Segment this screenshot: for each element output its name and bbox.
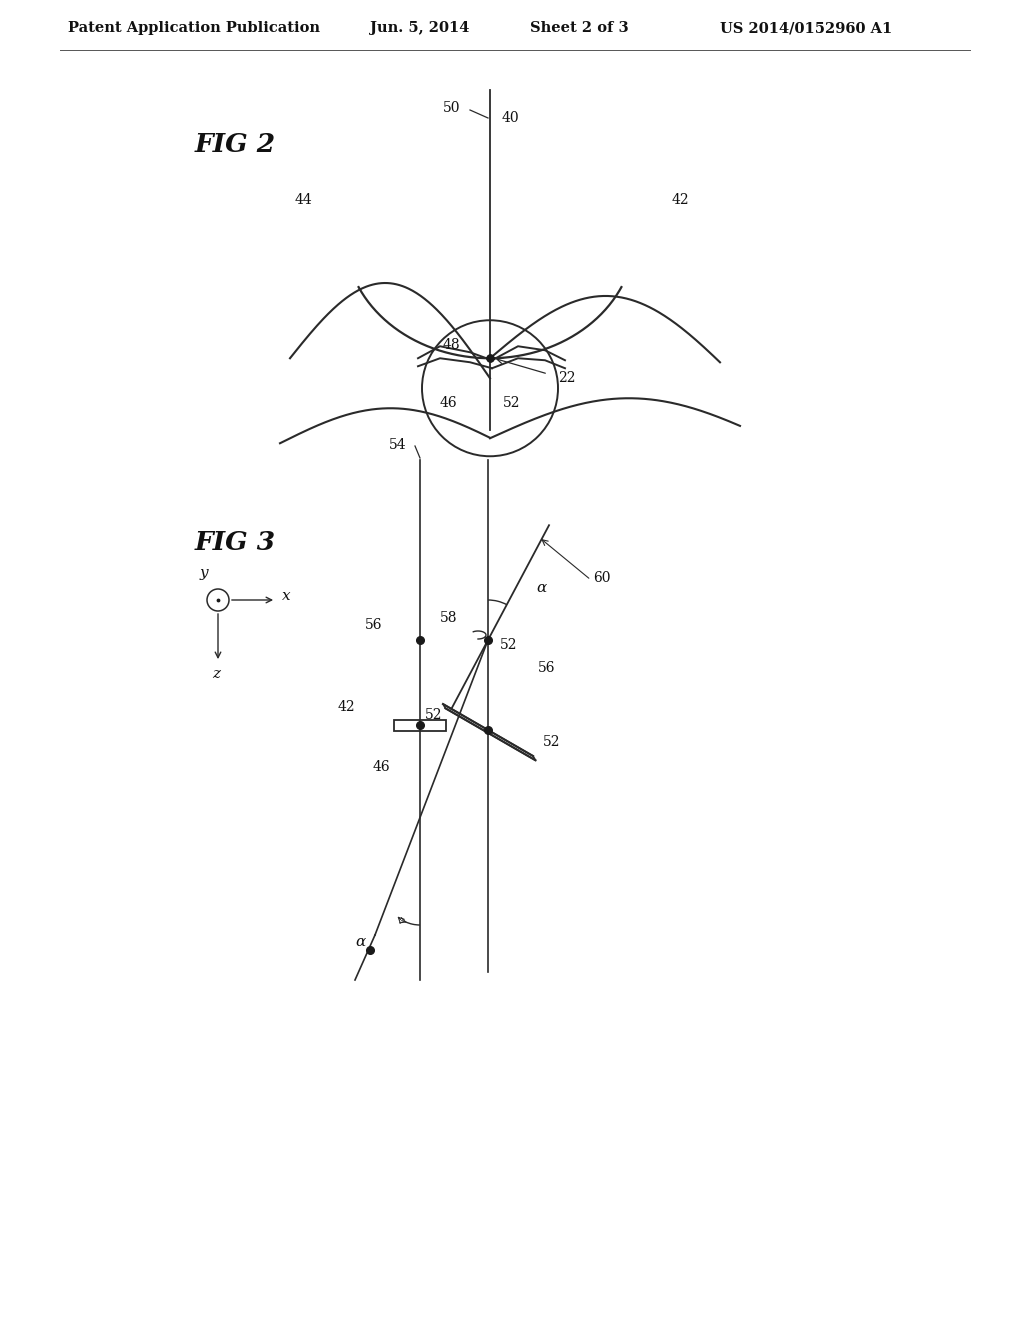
Text: 58: 58 (440, 611, 458, 624)
Text: FIG 3: FIG 3 (195, 529, 276, 554)
Text: 46: 46 (439, 396, 457, 411)
Text: 42: 42 (337, 700, 355, 714)
Text: 56: 56 (538, 661, 555, 675)
Text: x: x (282, 589, 291, 603)
Text: 52: 52 (543, 735, 560, 748)
Text: FIG 2: FIG 2 (195, 132, 276, 157)
Text: 56: 56 (365, 618, 382, 632)
Text: 60: 60 (593, 572, 610, 585)
Text: Patent Application Publication: Patent Application Publication (68, 21, 319, 36)
Text: α: α (536, 581, 546, 595)
Text: 46: 46 (373, 760, 390, 774)
Text: 48: 48 (442, 338, 460, 352)
Text: 52: 52 (503, 396, 521, 411)
Text: 52: 52 (425, 708, 442, 722)
Text: Jun. 5, 2014: Jun. 5, 2014 (370, 21, 469, 36)
Text: 50: 50 (442, 102, 460, 115)
Text: α: α (355, 935, 366, 949)
Text: 54: 54 (388, 438, 406, 451)
Text: 42: 42 (672, 193, 689, 207)
Text: 22: 22 (558, 371, 575, 385)
Text: 40: 40 (502, 111, 519, 125)
Text: Sheet 2 of 3: Sheet 2 of 3 (530, 21, 629, 36)
Polygon shape (443, 704, 536, 760)
Text: 52: 52 (500, 638, 517, 652)
Bar (394, 719, 446, 730)
Text: 44: 44 (294, 193, 312, 207)
Text: z: z (212, 667, 220, 681)
Text: y: y (200, 566, 208, 579)
Text: US 2014/0152960 A1: US 2014/0152960 A1 (720, 21, 892, 36)
